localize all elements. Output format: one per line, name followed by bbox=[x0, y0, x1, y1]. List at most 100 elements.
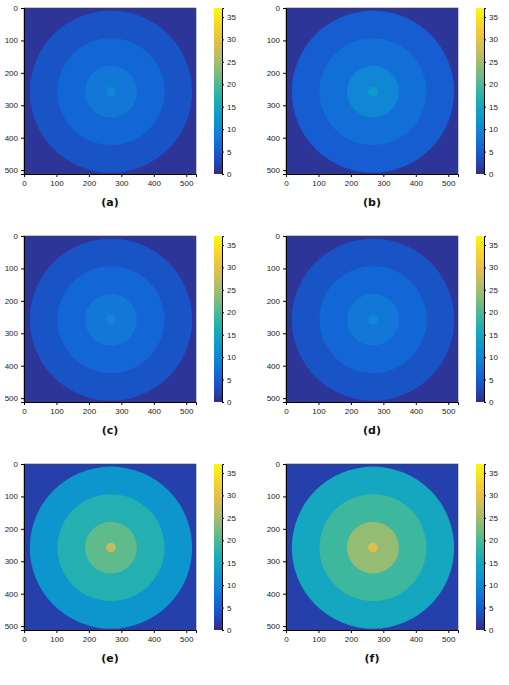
tick-label: 300 bbox=[377, 407, 391, 416]
plot-frame bbox=[286, 464, 458, 630]
tick: 400 bbox=[267, 590, 286, 599]
tick: 400 bbox=[148, 174, 162, 188]
tick: 15 bbox=[484, 331, 498, 340]
tick-mark bbox=[154, 174, 155, 177]
tick: 500 bbox=[442, 630, 456, 644]
tick-label: 30 bbox=[489, 263, 498, 272]
tick-label: 300 bbox=[377, 635, 391, 644]
tick-mark bbox=[283, 73, 286, 74]
tick-label: 0 bbox=[14, 232, 19, 241]
tick: 30 bbox=[484, 263, 498, 272]
tick: 15 bbox=[222, 331, 236, 340]
tick-label: 25 bbox=[489, 58, 498, 67]
tick-mark bbox=[222, 473, 224, 474]
tick-mark bbox=[283, 105, 286, 106]
background-cell bbox=[24, 8, 196, 174]
tick-label: 100 bbox=[267, 36, 281, 45]
tick-mark bbox=[222, 380, 224, 381]
tick-label: 35 bbox=[489, 469, 498, 478]
ring bbox=[319, 38, 426, 145]
tick: 0 bbox=[276, 4, 286, 13]
tick-label: 500 bbox=[267, 622, 281, 631]
tick: 300 bbox=[5, 101, 24, 110]
colorbar: 05101520253035 bbox=[476, 464, 498, 635]
tick-label: 0 bbox=[489, 626, 494, 635]
tick-label: 15 bbox=[489, 559, 498, 568]
tick-label: 400 bbox=[410, 179, 424, 188]
tick-mark bbox=[484, 174, 486, 175]
plot-area bbox=[24, 464, 196, 630]
tick: 0 bbox=[484, 170, 494, 179]
panel-label: (c) bbox=[102, 424, 119, 437]
tick: 200 bbox=[345, 630, 359, 644]
tick-mark bbox=[484, 402, 486, 403]
ring bbox=[57, 494, 164, 601]
background-cell bbox=[286, 464, 458, 630]
axis-line bbox=[283, 465, 287, 631]
tick-mark bbox=[283, 170, 286, 171]
axis-line bbox=[25, 631, 197, 634]
tick-mark bbox=[222, 540, 224, 541]
x-axis: 0100200300400500 bbox=[284, 174, 458, 188]
ring bbox=[347, 294, 399, 346]
tick: 10 bbox=[484, 581, 498, 590]
tick: 300 bbox=[267, 101, 286, 110]
tick: 25 bbox=[222, 514, 236, 523]
colorbar-axis: 05101520253035 bbox=[484, 9, 498, 180]
y-axis: 0100200300400500 bbox=[267, 232, 287, 403]
tick: 25 bbox=[484, 286, 498, 295]
tick: 400 bbox=[410, 630, 424, 644]
tick: 200 bbox=[83, 402, 97, 416]
tick-mark bbox=[222, 245, 224, 246]
plot-area bbox=[286, 236, 458, 402]
axis-line bbox=[485, 9, 487, 175]
tick-label: 400 bbox=[5, 134, 19, 143]
panel-label: (b) bbox=[363, 196, 381, 209]
tick-label: 400 bbox=[148, 179, 162, 188]
tick-mark bbox=[222, 174, 224, 175]
tick-label: 15 bbox=[489, 331, 498, 340]
panel-label: (a) bbox=[101, 196, 118, 209]
tick: 300 bbox=[267, 329, 286, 338]
tick-mark bbox=[21, 8, 24, 9]
tick-label: 300 bbox=[115, 407, 129, 416]
tick-mark bbox=[283, 626, 286, 627]
tick: 100 bbox=[50, 174, 64, 188]
tick: 0 bbox=[276, 232, 286, 241]
tick-mark bbox=[484, 84, 486, 85]
colorbar-axis: 05101520253035 bbox=[484, 237, 498, 408]
tick-label: 200 bbox=[83, 635, 97, 644]
tick-label: 400 bbox=[5, 362, 19, 371]
tick-label: 500 bbox=[442, 635, 456, 644]
tick: 200 bbox=[267, 525, 286, 534]
ring bbox=[57, 266, 164, 373]
tick-label: 0 bbox=[227, 170, 232, 179]
tick-label: 20 bbox=[227, 80, 236, 89]
tick-label: 100 bbox=[5, 492, 19, 501]
tick: 5 bbox=[484, 604, 494, 613]
tick-label: 500 bbox=[442, 179, 456, 188]
tick: 35 bbox=[484, 241, 498, 250]
ring bbox=[57, 38, 164, 145]
tick-label: 300 bbox=[115, 179, 129, 188]
tick-mark bbox=[416, 630, 417, 633]
tick-label: 35 bbox=[489, 241, 498, 250]
tick: 200 bbox=[83, 630, 97, 644]
tick-mark bbox=[21, 301, 24, 302]
axis-line bbox=[21, 9, 25, 175]
tick-label: 25 bbox=[489, 286, 498, 295]
tick-label: 400 bbox=[410, 407, 424, 416]
tick-label: 500 bbox=[180, 635, 194, 644]
tick-mark bbox=[89, 402, 90, 405]
tick: 100 bbox=[267, 36, 286, 45]
tick: 200 bbox=[83, 174, 97, 188]
tick: 500 bbox=[442, 174, 456, 188]
tick-mark bbox=[222, 608, 224, 609]
tick: 200 bbox=[345, 402, 359, 416]
tick-mark bbox=[21, 333, 24, 334]
tick-label: 300 bbox=[115, 635, 129, 644]
colorbar-gradient bbox=[214, 464, 222, 630]
tick: 20 bbox=[222, 80, 236, 89]
tick-mark bbox=[21, 138, 24, 139]
tick: 10 bbox=[222, 581, 236, 590]
